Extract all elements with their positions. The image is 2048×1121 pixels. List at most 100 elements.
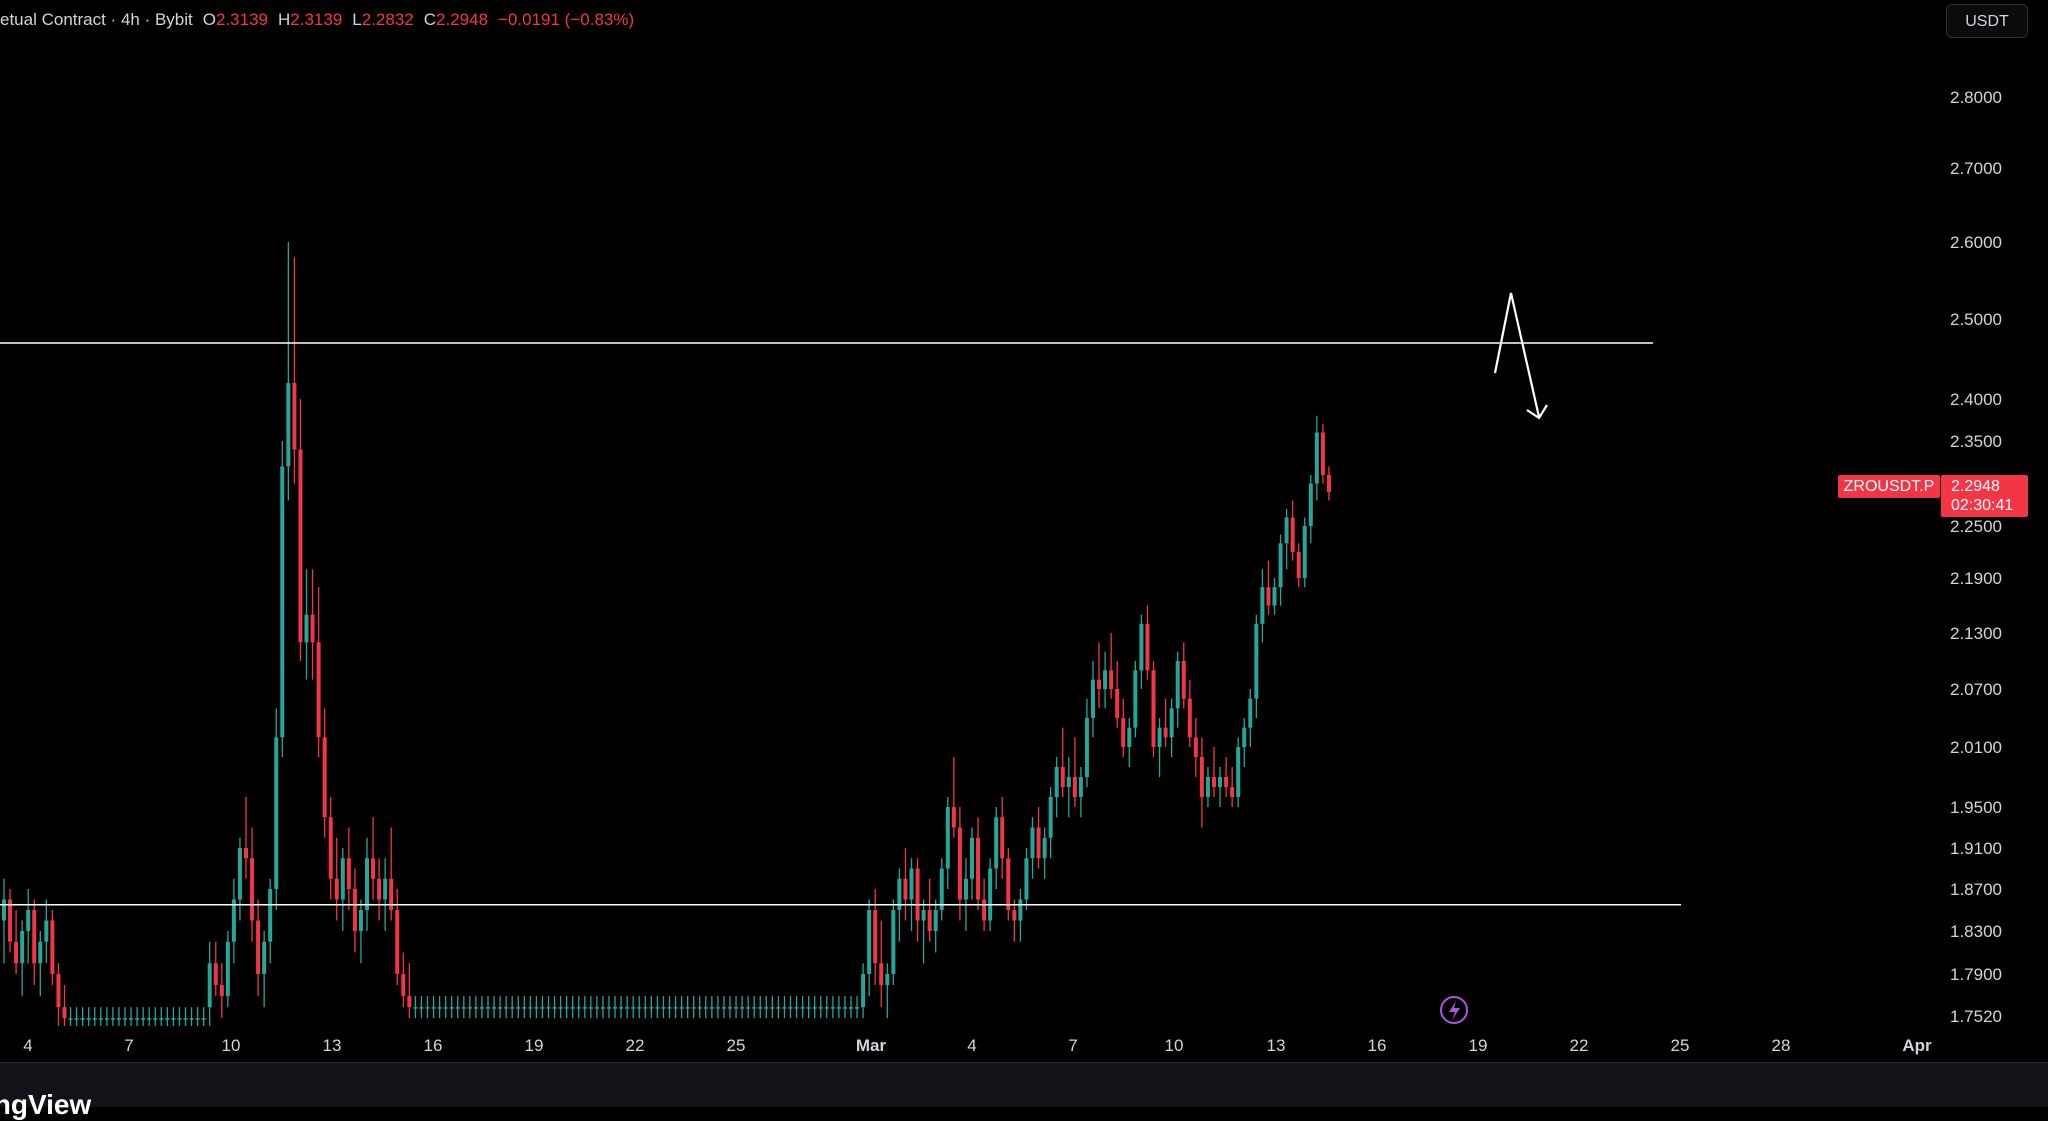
candle-body	[957, 827, 962, 900]
candle	[691, 996, 696, 1019]
y-axis-tick-label: 1.7520	[1950, 1007, 2002, 1026]
candle-body	[262, 941, 267, 974]
candle	[123, 1007, 127, 1026]
candle	[939, 858, 944, 921]
candle	[286, 242, 291, 501]
candle	[1042, 827, 1047, 879]
candle	[588, 996, 593, 1019]
candle-body	[286, 383, 291, 467]
x-axis-tick-label: 28	[1772, 1036, 1791, 1055]
candle	[298, 399, 303, 661]
candle	[377, 858, 382, 921]
candle	[758, 996, 763, 1019]
candle-body	[558, 1007, 563, 1009]
candle-body	[1121, 718, 1126, 747]
candle	[20, 920, 25, 997]
candle	[492, 996, 497, 1019]
candle-body	[20, 931, 25, 964]
candle	[1193, 718, 1198, 777]
candle	[1091, 661, 1095, 738]
candle	[800, 996, 805, 1019]
candle-body	[298, 449, 303, 643]
candle-body	[504, 1007, 509, 1009]
time-axis-labels: 4 7 10 13 16 19 22 25 Mar 4 7 10 13 16 19 22 25 28 Apr	[23, 1036, 1932, 1055]
candle-body	[1314, 432, 1319, 484]
candle	[794, 996, 799, 1019]
candle	[1212, 747, 1216, 797]
candle	[231, 878, 236, 964]
candle	[437, 996, 442, 1019]
candle	[153, 1007, 158, 1026]
y-axis-tick-label: 2.1300	[1950, 624, 2002, 643]
x-axis-tick-label: 4	[967, 1036, 976, 1055]
time-axis[interactable]	[0, 1026, 2048, 1062]
candle	[1078, 767, 1083, 818]
candle	[1187, 679, 1192, 747]
candle-body	[715, 1007, 720, 1009]
candle-body	[776, 1007, 781, 1009]
candle	[1199, 737, 1204, 828]
lightning-icon	[1440, 996, 1468, 1024]
candle	[250, 827, 255, 942]
candle	[395, 889, 400, 986]
candle-body	[492, 1007, 497, 1009]
price-chart[interactable]: 2.8000 2.7000 2.6000 2.5000 2.4000 2.3500 2.25…	[0, 0, 2048, 1062]
candle	[607, 996, 611, 1019]
x-axis-tick-label: 10	[1165, 1036, 1184, 1055]
candle-body	[1302, 526, 1307, 578]
candle	[1230, 767, 1235, 807]
candle-body	[419, 1007, 424, 1009]
candle	[770, 996, 775, 1019]
candle	[147, 1007, 152, 1026]
candle-body	[782, 1007, 787, 1009]
candle-body	[619, 1007, 624, 1009]
candle	[316, 587, 321, 757]
candle-body	[1224, 777, 1229, 787]
candle-body	[976, 837, 981, 900]
candle	[613, 996, 618, 1019]
candle-body	[1212, 777, 1216, 787]
candle-body	[510, 1007, 515, 1009]
candle-body	[879, 963, 884, 986]
candle	[171, 1007, 176, 1026]
candle	[1103, 651, 1108, 709]
candle-body	[14, 941, 19, 964]
candle-body	[915, 868, 920, 921]
candle-body	[1078, 777, 1083, 797]
candle	[510, 996, 515, 1019]
candle-body	[1103, 670, 1108, 689]
candle-body	[703, 1007, 708, 1009]
candle-body	[903, 878, 908, 900]
candle-body	[1066, 777, 1071, 787]
candle-body	[38, 941, 43, 964]
candle	[1266, 560, 1271, 615]
candle	[371, 817, 376, 900]
candle	[165, 1007, 170, 1026]
candle-body	[159, 1018, 164, 1020]
candle	[334, 837, 339, 921]
bar-countdown: 02:30:41	[1951, 497, 2014, 514]
candle-body	[897, 878, 902, 910]
candle	[322, 708, 327, 838]
x-axis-tick-label: 10	[222, 1036, 241, 1055]
candle	[516, 996, 521, 1019]
candle-body	[552, 1007, 557, 1009]
y-axis-tick-label: 1.8700	[1950, 880, 2002, 899]
currency-button[interactable]: USDT	[1946, 4, 2028, 38]
candle	[407, 963, 412, 1019]
candle	[1018, 889, 1023, 942]
y-axis-tick-label: 2.0100	[1950, 738, 2002, 757]
candle	[522, 996, 527, 1019]
candle-body	[304, 614, 309, 643]
candle-body	[673, 1007, 678, 1009]
candle-body	[728, 1007, 732, 1009]
candle	[709, 996, 714, 1019]
candle-body	[365, 858, 369, 910]
candle	[988, 858, 993, 931]
candle	[449, 996, 454, 1019]
candle-body	[661, 1007, 666, 1009]
candle	[92, 1007, 97, 1026]
candle	[1296, 543, 1301, 588]
candle-body	[1048, 797, 1053, 838]
candle	[413, 996, 418, 1019]
